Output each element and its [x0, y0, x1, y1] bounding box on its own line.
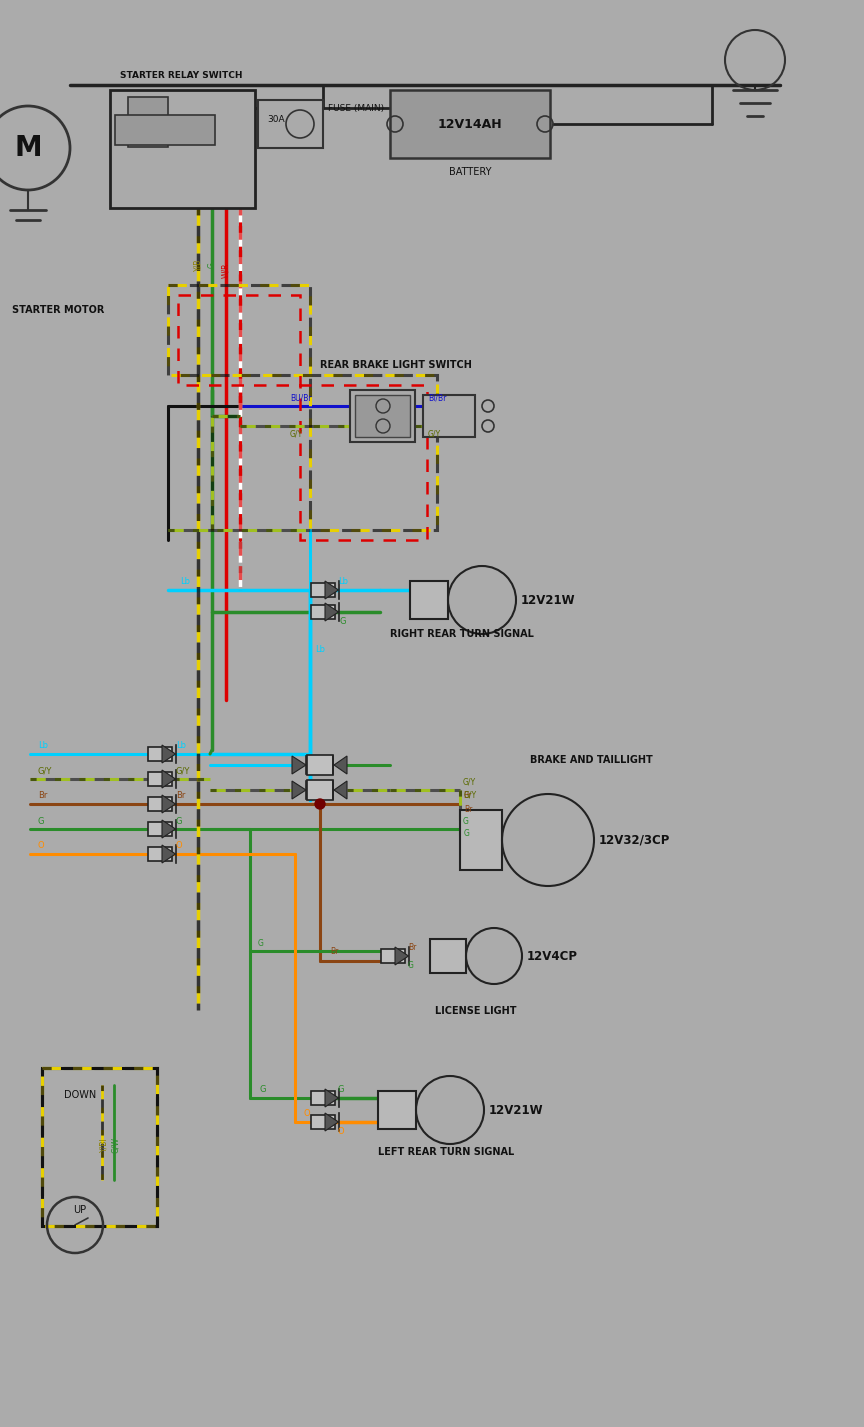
FancyBboxPatch shape: [430, 939, 466, 973]
FancyBboxPatch shape: [115, 116, 215, 146]
Text: Bi/Br: Bi/Br: [428, 394, 447, 402]
Text: 12V21W: 12V21W: [489, 1103, 543, 1116]
Text: STARTER RELAY SWITCH: STARTER RELAY SWITCH: [120, 70, 243, 80]
Text: LEFT REAR TURN SIGNAL: LEFT REAR TURN SIGNAL: [378, 1147, 514, 1157]
Text: 12V14AH: 12V14AH: [438, 117, 502, 130]
FancyBboxPatch shape: [378, 1092, 416, 1129]
Text: Br: Br: [330, 946, 339, 956]
Text: Lb: Lb: [38, 742, 48, 751]
Text: M: M: [14, 134, 41, 163]
Text: 12V4CP: 12V4CP: [527, 949, 578, 962]
FancyBboxPatch shape: [410, 581, 448, 619]
FancyBboxPatch shape: [307, 781, 333, 801]
Polygon shape: [325, 1113, 339, 1132]
Text: G: G: [38, 816, 45, 825]
Text: 12V32/3CP: 12V32/3CP: [599, 833, 670, 846]
FancyBboxPatch shape: [390, 90, 550, 158]
Text: G: G: [340, 618, 346, 626]
FancyBboxPatch shape: [381, 949, 405, 963]
Polygon shape: [162, 771, 175, 788]
Text: G: G: [464, 829, 470, 839]
Text: G: G: [207, 263, 217, 268]
Text: 30A: 30A: [267, 116, 284, 124]
Polygon shape: [162, 745, 175, 763]
Text: LICENSE LIGHT: LICENSE LIGHT: [435, 1006, 517, 1016]
Text: G: G: [258, 939, 264, 949]
FancyBboxPatch shape: [423, 395, 475, 437]
Text: G/W: G/W: [111, 1137, 120, 1153]
Text: Br: Br: [38, 792, 48, 801]
FancyBboxPatch shape: [311, 1114, 335, 1129]
Text: G: G: [463, 816, 469, 825]
Text: O: O: [303, 1110, 309, 1119]
FancyBboxPatch shape: [311, 605, 335, 619]
FancyBboxPatch shape: [148, 848, 172, 860]
FancyBboxPatch shape: [148, 822, 172, 836]
FancyBboxPatch shape: [148, 798, 172, 811]
Text: 12V21W: 12V21W: [521, 594, 575, 606]
Text: G: G: [260, 1086, 266, 1095]
Polygon shape: [292, 756, 306, 773]
FancyBboxPatch shape: [148, 746, 172, 761]
Text: O: O: [176, 842, 182, 850]
Text: DOWN: DOWN: [64, 1090, 96, 1100]
Text: Lb: Lb: [338, 578, 348, 586]
Text: FUSE (MAIN): FUSE (MAIN): [328, 104, 384, 113]
FancyBboxPatch shape: [350, 390, 415, 442]
Text: Y/B: Y/B: [194, 258, 202, 271]
Polygon shape: [162, 845, 175, 863]
FancyBboxPatch shape: [110, 90, 255, 208]
Text: G: G: [176, 816, 182, 825]
Text: Br: Br: [408, 943, 416, 952]
Text: Br: Br: [176, 792, 186, 801]
Text: Lb: Lb: [315, 645, 325, 655]
FancyBboxPatch shape: [307, 755, 333, 775]
FancyBboxPatch shape: [311, 584, 335, 596]
Polygon shape: [325, 604, 339, 621]
Text: G/Y: G/Y: [38, 766, 53, 775]
FancyBboxPatch shape: [258, 100, 323, 148]
Text: O: O: [338, 1127, 345, 1136]
Text: G/Y: G/Y: [463, 778, 476, 786]
Text: BRAKE AND TAILLIGHT: BRAKE AND TAILLIGHT: [530, 755, 652, 765]
Text: BATTERY: BATTERY: [448, 167, 492, 177]
FancyBboxPatch shape: [148, 772, 172, 786]
Polygon shape: [162, 821, 175, 838]
Text: G/Y: G/Y: [176, 766, 190, 775]
Text: G/Y: G/Y: [464, 791, 477, 799]
Text: W/R: W/R: [221, 263, 231, 278]
Text: G/Y: G/Y: [290, 430, 303, 438]
Text: G: G: [338, 1086, 345, 1095]
Circle shape: [315, 799, 325, 809]
Polygon shape: [334, 781, 347, 799]
Polygon shape: [162, 795, 175, 813]
Text: UP: UP: [73, 1204, 86, 1214]
Text: Br: Br: [463, 792, 472, 801]
Text: G: G: [408, 962, 414, 970]
Polygon shape: [325, 581, 339, 599]
Polygon shape: [325, 1089, 339, 1107]
FancyBboxPatch shape: [311, 1092, 335, 1104]
Text: O: O: [38, 842, 45, 850]
Text: REAR BRAKE LIGHT SWITCH: REAR BRAKE LIGHT SWITCH: [320, 360, 472, 370]
Text: Br: Br: [464, 805, 473, 813]
FancyBboxPatch shape: [460, 811, 502, 870]
Text: Y/BI: Y/BI: [99, 1137, 109, 1153]
Text: G/Y: G/Y: [428, 430, 442, 438]
Polygon shape: [395, 948, 409, 965]
Text: Lb: Lb: [180, 578, 190, 586]
Text: BU/Br: BU/Br: [290, 394, 312, 402]
Polygon shape: [334, 756, 347, 773]
FancyBboxPatch shape: [355, 395, 410, 437]
Text: Lb: Lb: [176, 742, 186, 751]
FancyBboxPatch shape: [128, 97, 168, 147]
Text: STARTER MOTOR: STARTER MOTOR: [12, 305, 105, 315]
Text: RIGHT REAR TURN SIGNAL: RIGHT REAR TURN SIGNAL: [390, 629, 534, 639]
Polygon shape: [292, 781, 306, 799]
